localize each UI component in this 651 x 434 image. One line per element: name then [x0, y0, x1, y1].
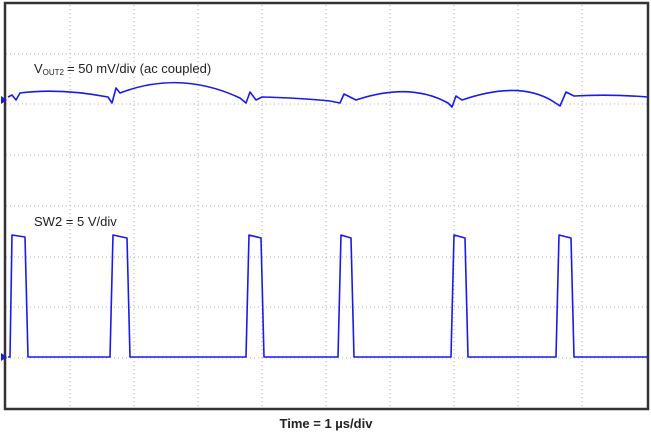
annotation: VOUT2 = 50 mV/div (ac coupled)	[34, 61, 211, 77]
grid	[6, 5, 647, 408]
annotation: SW2 = 5 V/div	[34, 214, 117, 229]
marker	[1, 96, 7, 104]
sw2-trace	[8, 234, 648, 358]
x-axis-label: Time = 1 µs/div	[280, 416, 374, 431]
vout-trace	[7, 81, 649, 108]
annotation-rest: = 50 mV/div (ac coupled)	[67, 61, 211, 76]
annotation-main: V	[34, 61, 43, 76]
marker	[1, 353, 7, 361]
frame	[3, 1, 650, 411]
annotation-subscript: OUT2	[43, 68, 65, 77]
